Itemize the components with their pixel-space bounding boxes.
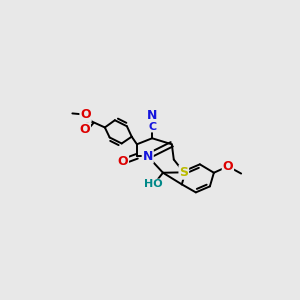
Text: N: N — [147, 109, 157, 122]
Text: O: O — [223, 160, 233, 173]
Text: C: C — [148, 122, 156, 132]
Text: S: S — [179, 166, 188, 179]
Text: O: O — [118, 155, 128, 168]
Text: HO: HO — [144, 179, 163, 189]
Text: O: O — [80, 123, 90, 136]
Text: O: O — [80, 108, 91, 121]
Text: N: N — [142, 150, 153, 163]
